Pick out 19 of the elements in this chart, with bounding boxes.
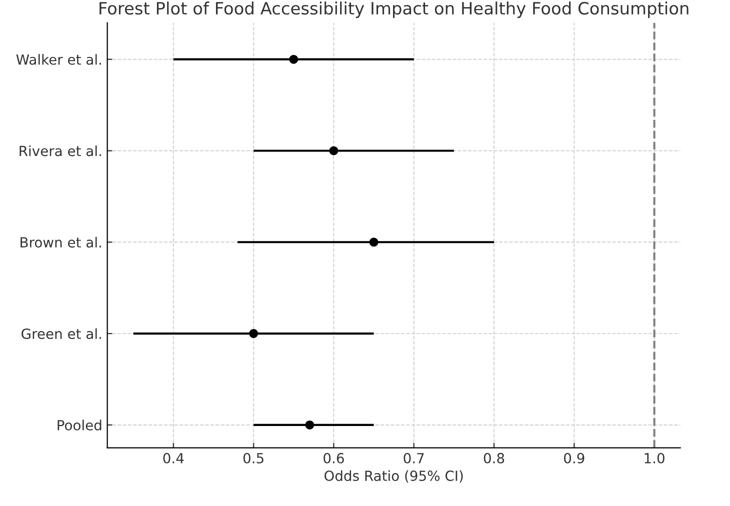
x-tick-label: 1.0 (644, 452, 664, 464)
y-tick-label: Walker et al. (16, 54, 101, 65)
chart-title: Forest Plot of Food Accessibility Impact on Healthy Food Consumption (100, 2, 688, 18)
x-axis-title: Odds Ratio (95% CI) (324, 470, 463, 483)
y-tick-label: Rivera et al. (20, 145, 101, 156)
x-tick-label: 0.8 (484, 452, 504, 464)
x-tick-label: 0.4 (163, 452, 184, 464)
x-tick-label: 0.6 (324, 452, 344, 464)
point (305, 420, 314, 430)
x-tick-label: 0.7 (404, 452, 424, 464)
point (249, 329, 258, 338)
point (369, 238, 378, 247)
y-tick-label: Pooled (58, 420, 102, 430)
point (329, 146, 338, 156)
x-tick-label: 0.5 (243, 452, 264, 464)
point (289, 54, 298, 64)
y-tick-label: Green et al. (22, 328, 101, 340)
x-tick-label: 0.9 (564, 452, 584, 464)
y-tick-label: Brown et al. (20, 236, 101, 248)
